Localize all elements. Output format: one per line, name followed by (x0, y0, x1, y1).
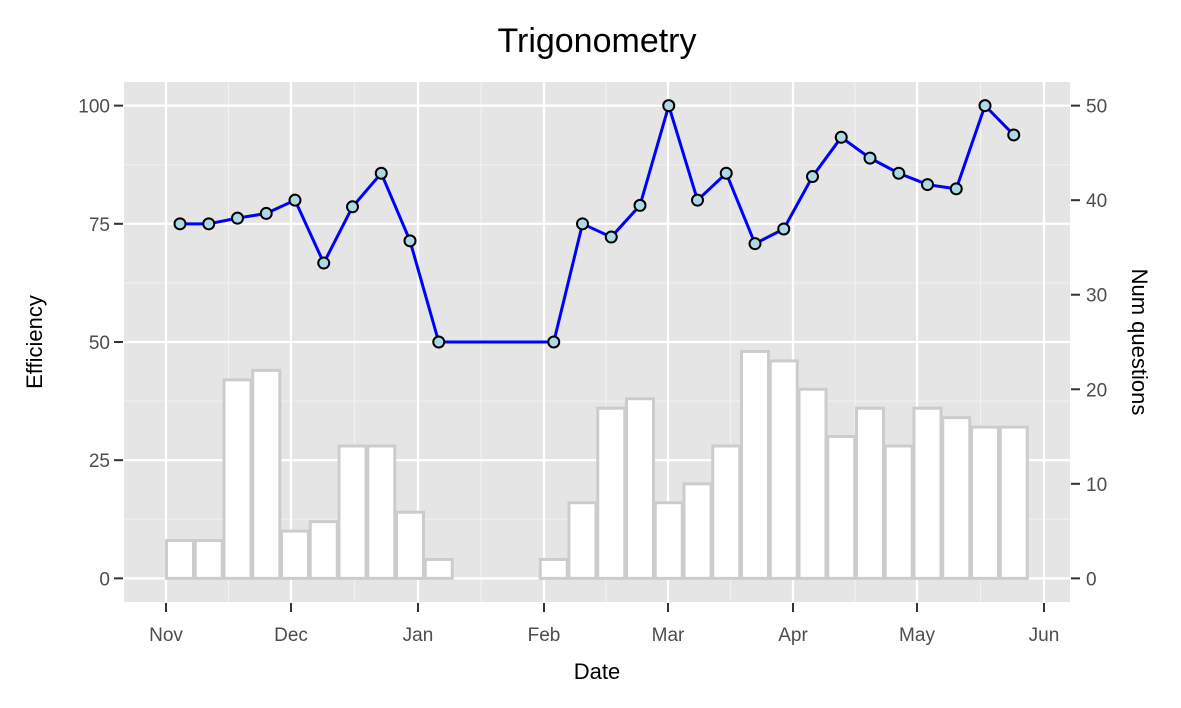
bar-0 (165, 539, 195, 580)
bar-18 (768, 359, 799, 580)
efficiency-point-8 (403, 234, 417, 248)
y-tick-label: 100 (78, 97, 110, 118)
y-tick-label: 0 (99, 569, 110, 590)
bar-5 (308, 520, 339, 580)
y2-axis-title: Num questions (1127, 269, 1152, 416)
chart-title: Trigonometry (497, 22, 696, 60)
bar-24 (941, 416, 972, 580)
efficiency-point-15 (691, 193, 704, 207)
bar-9 (423, 557, 454, 580)
y-axis-title: Efficiency (22, 295, 47, 389)
bar-14 (653, 501, 684, 580)
efficiency-point-21 (863, 151, 877, 165)
x-tick-label: Jun (1029, 625, 1060, 646)
y2-tick-label: 30 (1086, 286, 1107, 307)
efficiency-point-11 (576, 217, 589, 231)
axes: 0 25 50 75 100 0 10 20 30 40 50 Nov Dec Jan Feb Mar Apr M… (78, 97, 1107, 646)
x-axis-title: Date (574, 659, 620, 684)
efficiency-point-9 (432, 335, 446, 349)
efficiency-point-23 (921, 178, 934, 192)
line-series (173, 99, 1021, 349)
efficiency-point-16 (719, 166, 733, 180)
efficiency-point-13 (633, 198, 647, 212)
efficiency-point-25 (978, 99, 992, 113)
efficiency-point-24 (949, 182, 963, 196)
y-tick-label: 25 (89, 451, 110, 472)
bar-7 (366, 444, 397, 580)
bar-series (165, 349, 1029, 580)
bar-2 (222, 378, 253, 580)
y2-tick-label: 50 (1086, 97, 1107, 118)
efficiency-point-1 (202, 217, 216, 231)
efficiency-point-2 (231, 211, 244, 225)
x-tick-label: Feb (528, 625, 561, 646)
bar-4 (280, 529, 310, 580)
efficiency-point-17 (748, 237, 762, 251)
x-tick-label: Jan (403, 625, 434, 646)
efficiency-point-5 (317, 256, 331, 270)
efficiency-point-19 (806, 170, 819, 184)
y2-tick-label: 10 (1086, 475, 1107, 496)
efficiency-point-18 (777, 222, 791, 236)
y-tick-label: 75 (89, 215, 110, 236)
y-tick-label: 50 (89, 333, 110, 354)
efficiency-point-20 (834, 130, 848, 144)
efficiency-point-14 (662, 99, 676, 113)
x-tick-label: May (899, 625, 935, 646)
efficiency-point-4 (288, 193, 302, 207)
bar-13 (625, 397, 655, 580)
x-tick-label: Nov (149, 625, 183, 646)
efficiency-point-3 (259, 206, 273, 220)
efficiency-point-22 (892, 166, 906, 180)
bar-25 (970, 425, 1000, 580)
efficiency-point-6 (346, 200, 359, 214)
bar-10 (538, 557, 569, 580)
y2-tick-label: 40 (1086, 191, 1107, 212)
bar-20 (826, 435, 857, 580)
bar-26 (998, 425, 1029, 580)
x-tick-label: Dec (274, 625, 308, 646)
x-tick-label: Apr (778, 625, 808, 646)
bar-6 (337, 444, 368, 580)
y2-tick-label: 20 (1086, 380, 1107, 401)
bar-15 (682, 482, 713, 580)
bar-23 (912, 406, 943, 580)
efficiency-point-12 (604, 230, 618, 244)
bar-19 (797, 387, 828, 580)
bar-12 (596, 406, 627, 580)
bar-3 (251, 368, 282, 580)
bar-8 (395, 510, 425, 580)
efficiency-point-10 (547, 335, 561, 349)
x-tick-label: Mar (652, 625, 685, 646)
bar-1 (193, 539, 224, 580)
efficiency-point-7 (374, 166, 388, 180)
bar-22 (883, 444, 914, 580)
bar-16 (711, 444, 742, 580)
efficiency-point-26 (1007, 128, 1021, 142)
y2-tick-label: 0 (1086, 569, 1097, 590)
bar-21 (855, 406, 885, 580)
efficiency-point-0 (173, 217, 187, 231)
bar-17 (740, 349, 770, 580)
bar-11 (567, 501, 598, 580)
